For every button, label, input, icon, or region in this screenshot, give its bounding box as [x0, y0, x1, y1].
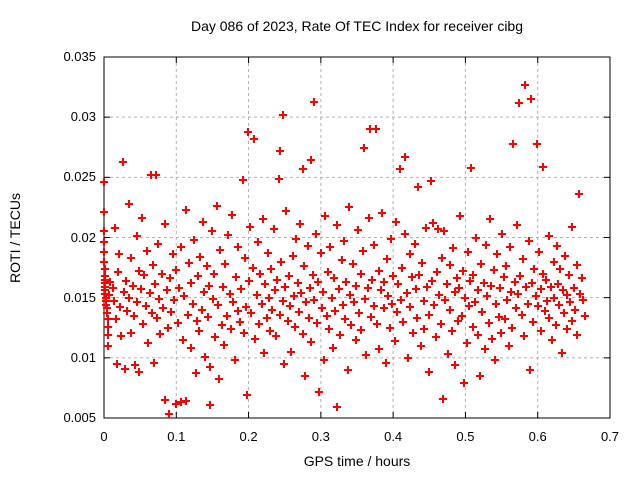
x-tick-label: 0.5	[456, 429, 475, 444]
scatter-points	[100, 81, 589, 418]
x-tick-label: 0.2	[239, 429, 258, 444]
y-tick-label: 0.005	[63, 410, 96, 425]
chart-title: Day 086 of 2023, Rate Of TEC Index for r…	[190, 18, 524, 34]
y-tick-label: 0.035	[63, 49, 96, 64]
x-tick-label: 0.1	[167, 429, 186, 444]
x-tick-label: 0.7	[600, 429, 620, 444]
y-tick-label: 0.015	[63, 289, 96, 305]
x-tick-label: 0.6	[528, 429, 547, 444]
x-tick-label: 0.4	[384, 429, 403, 444]
x-tick-label: 0.3	[311, 429, 330, 444]
grid-lines	[104, 57, 610, 418]
data-point-markers	[100, 81, 589, 418]
y-tick-label: 0.01	[70, 349, 96, 365]
y-tick-label: 0.03	[70, 109, 96, 125]
y-tick-label: 0.02	[70, 229, 96, 245]
plot-border	[103, 56, 611, 419]
x-axis-title: GPS time / hours	[303, 453, 411, 469]
y-tick-label: 0.025	[63, 169, 96, 185]
x-tick-label: 0	[100, 429, 108, 444]
